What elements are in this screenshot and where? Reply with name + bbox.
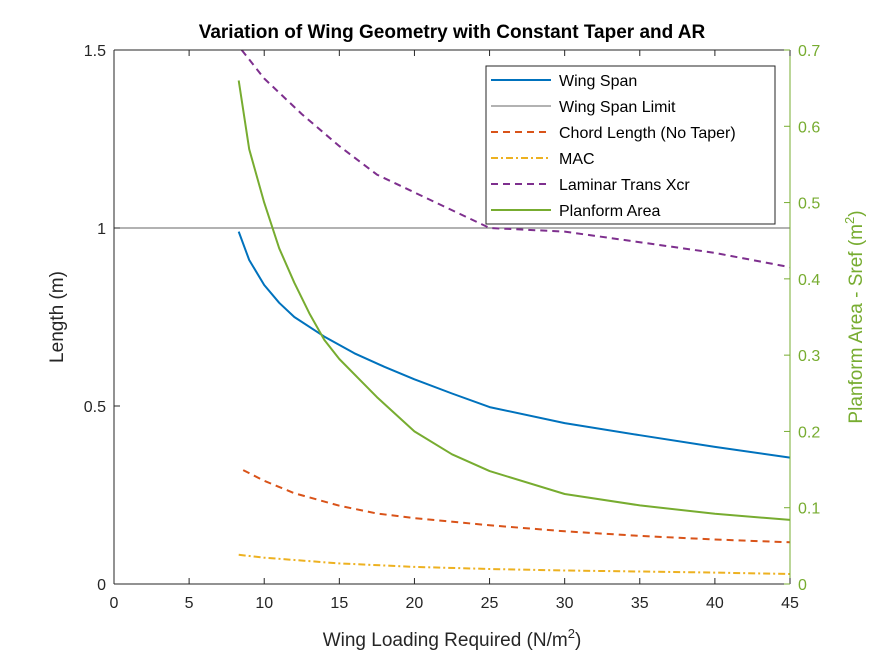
- x-axis-label-main: Wing Loading Required (N/m: [323, 630, 568, 651]
- legend-label-mac: MAC: [559, 151, 595, 168]
- x-tick-label: 0: [110, 595, 119, 612]
- series-layer: [114, 49, 791, 575]
- x-ticks: 0 5 10 15 20 25 30 35 40 45: [110, 50, 799, 612]
- x-tick-label: 10: [255, 595, 273, 612]
- legend-label-wing-span-limit: Wing Span Limit: [559, 99, 676, 116]
- y2-tick-label: 0.3: [798, 348, 820, 365]
- x-tick-label: 45: [781, 595, 799, 612]
- chart-title: Variation of Wing Geometry with Constant…: [199, 22, 706, 43]
- y-tick-label: 1.5: [84, 43, 106, 60]
- x-axis-label-superscript: 2: [568, 626, 575, 641]
- legend: Wing Span Wing Span Limit Chord Length (No…: [485, 65, 776, 225]
- x-tick-label: 5: [185, 595, 194, 612]
- y2-axis-label: Planform Area - Sref (m2): [842, 210, 867, 423]
- y-tick-label: 0.5: [84, 399, 106, 416]
- legend-label-chord: Chord Length (No Taper): [559, 125, 736, 142]
- y2-axis-label-superscript: 2: [842, 217, 857, 224]
- axes-frame: [113, 49, 791, 585]
- x-tick-label: 15: [330, 595, 348, 612]
- x-tick-label: 25: [481, 595, 499, 612]
- y2-tick-label: 0.2: [798, 424, 820, 441]
- x-tick-label: 20: [406, 595, 424, 612]
- series-line-mac: [238, 553, 791, 575]
- legend-label-laminar: Laminar Trans Xcr: [559, 177, 690, 194]
- series-line-planform: [237, 80, 791, 521]
- y2-tick-label: 0.4: [798, 272, 820, 289]
- y2-axis-label-end: ): [846, 210, 867, 216]
- series-line-laminar: [240, 49, 791, 269]
- y-axis-label: Length (m): [47, 271, 68, 363]
- x-tick-label: 30: [556, 595, 574, 612]
- x-axis-label: Wing Loading Required (N/m2): [323, 626, 582, 651]
- y2-tick-label: 0.6: [798, 119, 820, 136]
- series-line-wing-span: [237, 231, 791, 459]
- y-tick-label: 1: [97, 221, 106, 238]
- legend-label-wing-span: Wing Span: [559, 73, 637, 90]
- y2-axis-label-main: Planform Area - Sref (m: [846, 224, 867, 424]
- y-ticks: 0 0.5 1 1.5: [84, 43, 120, 594]
- x-tick-label: 35: [631, 595, 649, 612]
- x-axis-label-end: ): [575, 630, 581, 651]
- y2-tick-label: 0.5: [798, 196, 820, 213]
- legend-label-planform: Planform Area: [559, 203, 660, 220]
- y2-tick-label: 0.7: [798, 43, 820, 60]
- y-tick-label: 0: [97, 577, 106, 594]
- y2-tick-label: 0: [798, 577, 807, 594]
- x-tick-label: 40: [706, 595, 724, 612]
- y2-tick-label: 0.1: [798, 501, 820, 518]
- y2-ticks: 0 0.1 0.2 0.3 0.4 0.5 0.6 0.7: [784, 43, 820, 594]
- legend-box: [485, 65, 776, 225]
